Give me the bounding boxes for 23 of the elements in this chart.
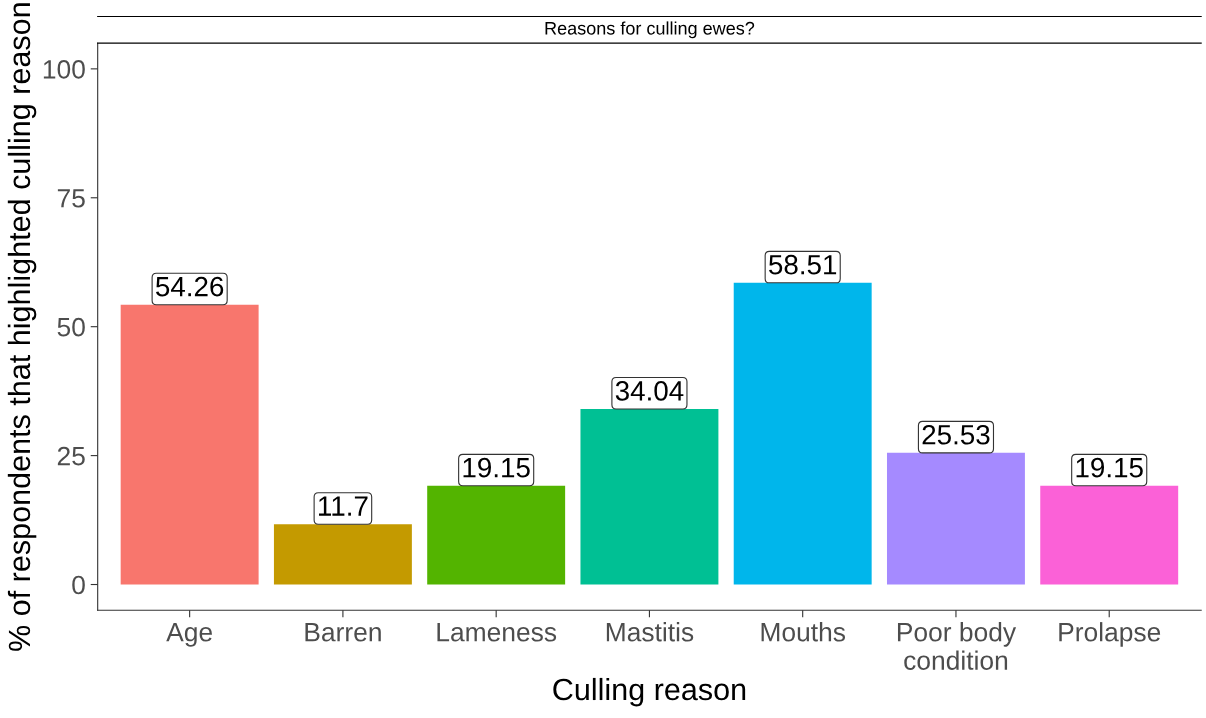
y-tick-label: 75 — [57, 189, 85, 208]
y-tick-label: 50 — [57, 317, 85, 337]
data-label: 25.53 — [922, 424, 990, 445]
x-axis-title: Culling reason — [553, 677, 746, 707]
y-tick-label: 100 — [43, 60, 85, 79]
data-label: 54.26 — [156, 276, 224, 297]
x-tick-label: Mastitis — [606, 622, 694, 642]
data-label: 58.51 — [769, 254, 837, 275]
data-label: 11.7 — [319, 496, 368, 516]
x-tick-label: Lameness — [437, 623, 557, 642]
data-label: 19.15 — [1076, 457, 1143, 478]
y-tick-label: 0 — [72, 575, 85, 595]
data-label: 34.04 — [615, 381, 684, 401]
y-axis-title: % of respondents that highlighted culling reason — [7, 3, 37, 651]
data-label: 19.15 — [463, 457, 530, 478]
x-tick-label: Mouths — [761, 622, 846, 642]
bar — [273, 524, 412, 585]
chart-title: Reasons for culling ewes? — [545, 21, 755, 39]
y-tick-label: 25 — [57, 446, 85, 466]
x-tick-label: Poor body condition — [897, 622, 1017, 670]
x-tick-label: Prolapse — [1059, 622, 1161, 647]
x-tick-label: Age — [166, 623, 212, 647]
x-tick-label: Barren — [305, 623, 381, 642]
